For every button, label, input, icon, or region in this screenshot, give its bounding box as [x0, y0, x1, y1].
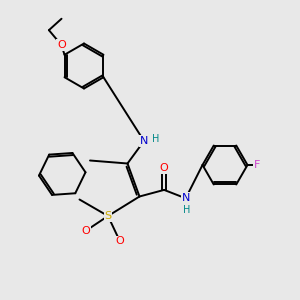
Text: F: F — [254, 160, 260, 170]
Text: O: O — [57, 40, 66, 50]
Text: N: N — [140, 136, 148, 146]
Text: O: O — [116, 236, 124, 247]
Text: O: O — [81, 226, 90, 236]
Text: H: H — [183, 205, 190, 215]
Text: N: N — [182, 193, 190, 203]
Text: S: S — [104, 211, 112, 221]
Text: H: H — [152, 134, 159, 145]
Text: O: O — [160, 163, 169, 173]
